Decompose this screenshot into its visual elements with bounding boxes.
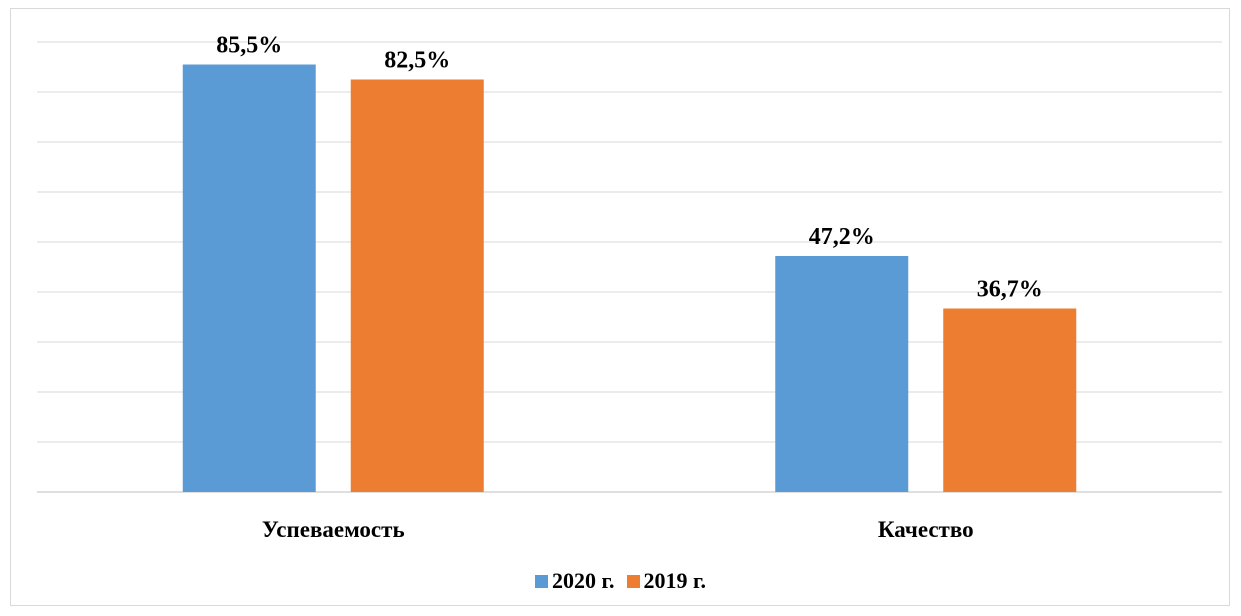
- bar-2019г-1: [943, 308, 1077, 492]
- legend-item-2020: 2020 г.: [534, 568, 615, 594]
- bar-2020г-0: [182, 64, 316, 492]
- category-label: Качество: [878, 517, 974, 542]
- bar-2020г-1: [775, 256, 909, 492]
- chart-legend: 2020 г. 2019 г.: [0, 568, 1241, 594]
- legend-swatch-2019: [626, 574, 640, 588]
- legend-label-2019: 2019 г.: [643, 568, 707, 593]
- legend-label-2020: 2020 г.: [551, 568, 615, 593]
- data-label: 36,7%: [977, 277, 1043, 303]
- data-label: 47,2%: [809, 224, 875, 250]
- category-label: Успеваемость: [262, 517, 405, 542]
- data-label: 82,5%: [384, 48, 450, 74]
- legend-item-2019: 2019 г.: [626, 568, 707, 594]
- legend-swatch-2020: [534, 574, 548, 588]
- bar-2019г-0: [350, 79, 484, 492]
- data-label: 85,5%: [216, 33, 282, 59]
